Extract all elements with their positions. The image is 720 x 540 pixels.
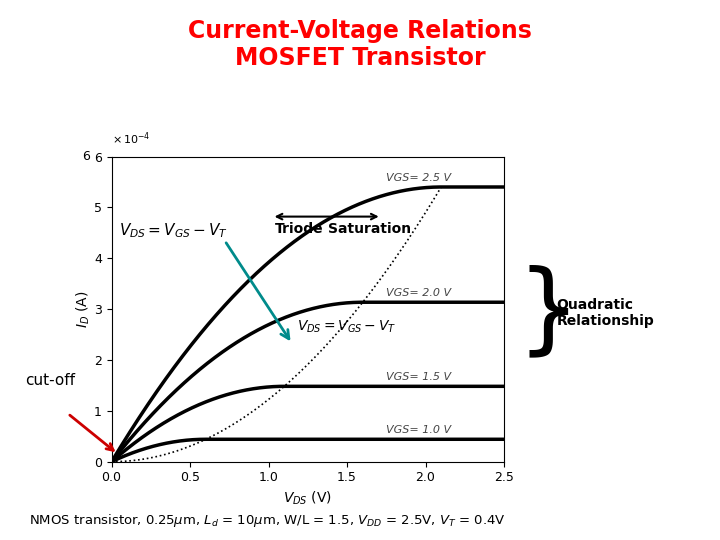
Text: VGS= 1.5 V: VGS= 1.5 V — [387, 372, 451, 382]
Text: VGS= 2.5 V: VGS= 2.5 V — [387, 173, 451, 183]
Text: $\times\,10^{-4}$: $\times\,10^{-4}$ — [112, 131, 150, 147]
Text: $V_{DS} = V_{GS} - V_T$: $V_{DS} = V_{GS} - V_T$ — [120, 221, 228, 240]
Text: }: } — [517, 265, 580, 362]
Text: VGS= 1.0 V: VGS= 1.0 V — [387, 425, 451, 435]
Text: Saturation: Saturation — [328, 222, 411, 235]
X-axis label: $V_{DS}$ (V): $V_{DS}$ (V) — [283, 490, 333, 508]
Text: NMOS transistor, 0.25$\mu$m, $L_d$ = 10$\mu$m, W/L = 1.5, $V_{DD}$ = 2.5V, $V_T$: NMOS transistor, 0.25$\mu$m, $L_d$ = 10$… — [29, 512, 505, 529]
Text: cut-off: cut-off — [25, 373, 75, 388]
Text: Current-Voltage Relations: Current-Voltage Relations — [188, 19, 532, 43]
Y-axis label: $I_D$ (A): $I_D$ (A) — [75, 291, 92, 328]
Text: MOSFET Transistor: MOSFET Transistor — [235, 46, 485, 70]
Text: $V_{DS} = V_{GS} - V_T$: $V_{DS} = V_{GS} - V_T$ — [297, 319, 396, 335]
Text: Triode: Triode — [275, 222, 323, 235]
Text: VGS= 2.0 V: VGS= 2.0 V — [387, 288, 451, 298]
Text: Quadratic
Relationship: Quadratic Relationship — [557, 298, 654, 328]
Text: 6: 6 — [82, 150, 90, 163]
